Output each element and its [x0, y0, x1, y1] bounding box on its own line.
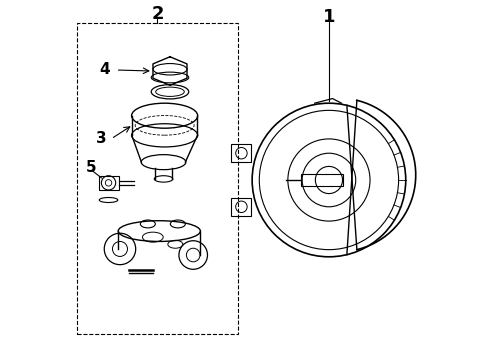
Bar [231, 198, 251, 216]
Text: 2: 2 [151, 5, 164, 23]
Bar [231, 144, 251, 162]
Text: 4: 4 [99, 63, 110, 77]
Bar [98, 176, 119, 190]
Text: 1: 1 [323, 9, 335, 27]
Text: 3: 3 [96, 131, 107, 147]
Text: 5: 5 [85, 160, 96, 175]
Bar [301, 174, 343, 186]
Bar [77, 23, 238, 334]
